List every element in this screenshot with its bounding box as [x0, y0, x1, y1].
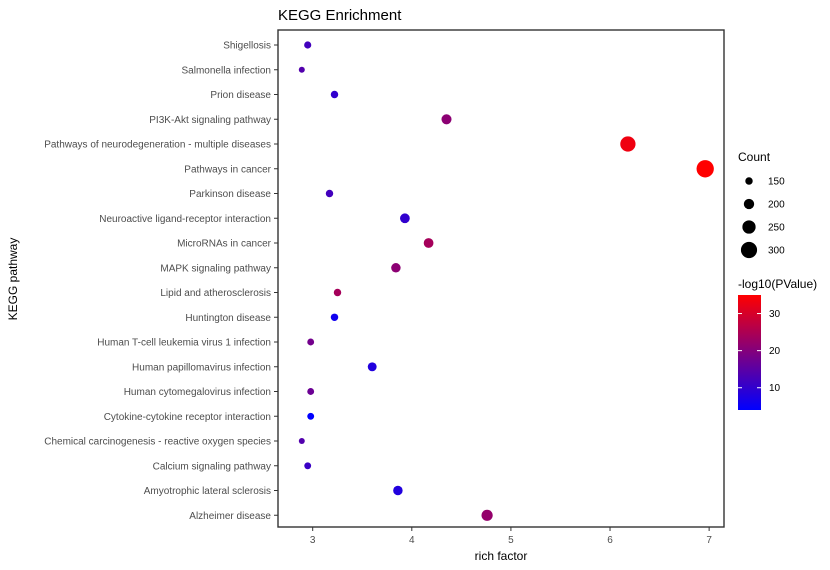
size-legend-label: 250 — [768, 223, 785, 234]
y-tick-label: Human cytomegalovirus infection — [124, 387, 271, 398]
size-legend-label: 300 — [768, 246, 785, 257]
data-point — [330, 90, 339, 99]
x-tick-label: 6 — [607, 535, 613, 546]
data-point — [330, 313, 339, 322]
data-point — [393, 485, 403, 496]
data-point — [304, 41, 312, 49]
y-tick-label: Pathways in cancer — [184, 164, 271, 175]
size-legend-label: 200 — [768, 200, 785, 211]
y-tick-label: MicroRNAs in cancer — [177, 239, 272, 250]
color-legend-label: 10 — [769, 383, 781, 394]
y-tick-label: Human T-cell leukemia virus 1 infection — [97, 338, 271, 349]
color-legend-bar — [738, 295, 761, 410]
y-tick-label: Parkinson disease — [189, 189, 271, 200]
size-legend-key — [742, 220, 756, 234]
x-axis-title: rich factor — [475, 549, 528, 563]
size-legend-label: 150 — [768, 177, 785, 188]
y-tick-label: Lipid and atherosclerosis — [160, 288, 271, 299]
y-tick-label: Pathways of neurodegeneration - multiple… — [44, 140, 271, 151]
data-point — [391, 263, 401, 273]
data-point — [367, 362, 377, 372]
y-axis-title: KEGG pathway — [6, 238, 20, 321]
x-tick-label: 3 — [310, 535, 316, 546]
x-axis: 3 4 5 6 7 — [310, 527, 712, 546]
size-legend-key — [745, 177, 753, 185]
data-point — [696, 160, 714, 178]
y-tick-label: Human papillomavirus infection — [132, 362, 271, 373]
data-point — [441, 114, 452, 125]
color-legend-title: -log10(PValue) — [738, 277, 817, 291]
x-tick-label: 4 — [409, 535, 415, 546]
data-point — [307, 412, 315, 420]
y-tick-label: Chemical carcinogenesis - reactive oxyge… — [44, 437, 271, 448]
size-legend-key — [743, 198, 755, 210]
data-point — [333, 288, 342, 297]
plot-panel — [277, 29, 725, 528]
data-point — [307, 338, 315, 346]
y-tick-label: Salmonella infection — [182, 65, 272, 76]
y-tick-label: Amyotrophic lateral sclerosis — [144, 486, 271, 497]
data-point — [304, 462, 312, 470]
chart-title: KEGG Enrichment — [278, 7, 402, 24]
y-tick-label: Shigellosis — [223, 41, 271, 52]
y-tick-label: Alzheimer disease — [189, 511, 271, 522]
y-tick-label: MAPK signaling pathway — [160, 263, 271, 274]
y-tick-label: Huntington disease — [185, 313, 271, 324]
data-point — [620, 136, 636, 152]
data-point — [298, 66, 305, 73]
data-point — [325, 189, 334, 198]
color-legend-label: 20 — [769, 346, 781, 357]
data-point — [481, 509, 493, 521]
legend: Count 150 200 250 300 -log10(PValue) 10 20 30 — [738, 150, 817, 410]
data-points — [298, 41, 714, 521]
data-point — [298, 438, 305, 444]
color-legend-label: 30 — [769, 309, 781, 320]
size-legend-title: Count — [738, 150, 771, 164]
y-tick-label: Cytokine-cytokine receptor interaction — [104, 412, 271, 423]
data-point — [400, 213, 410, 224]
x-tick-label: 7 — [706, 535, 712, 546]
y-tick-label: Calcium signaling pathway — [153, 461, 271, 472]
size-legend-key — [740, 241, 758, 259]
y-tick-label: Prion disease — [210, 90, 271, 101]
data-point — [307, 388, 315, 395]
y-tick-label: Neuroactive ligand-receptor interaction — [99, 214, 271, 225]
y-tick-label: PI3K-Akt signaling pathway — [149, 115, 271, 126]
y-axis: Shigellosis Salmonella infection Prion dis… — [44, 41, 278, 522]
x-tick-label: 5 — [508, 535, 514, 546]
data-point — [423, 238, 434, 248]
